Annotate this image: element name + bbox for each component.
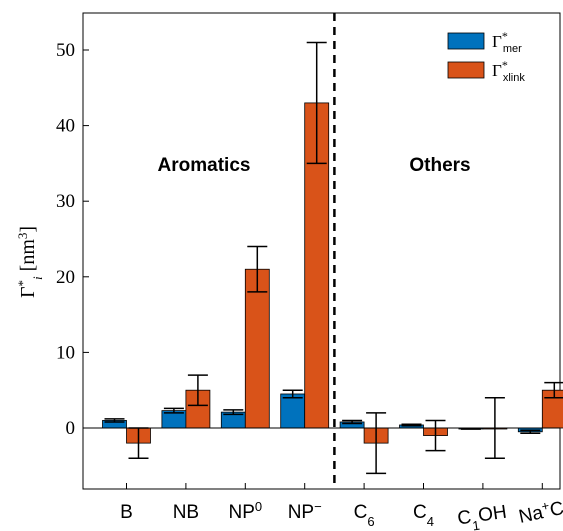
x-tick-label-3: NP− [288, 499, 322, 524]
legend-label-mer: Γ* mer [492, 29, 522, 55]
x-tick-label-6: C1OH [456, 502, 509, 531]
bar-xlink-2 [244, 268, 270, 429]
y-tick-label-0: 0 [66, 418, 76, 439]
x-tick-label-2: NP0 [228, 499, 262, 524]
legend-swatch-xlink [447, 61, 485, 79]
y-axis: 0 10 20 30 40 50 Γ*i [nm3] [15, 40, 560, 439]
x-tick-label-1: NB [173, 502, 199, 523]
x-tick-label-0: B [120, 502, 133, 523]
y-tick-label-40: 40 [56, 116, 75, 137]
group-label-others: Others [409, 155, 470, 176]
legend: Γ* mer Γ* xlink [447, 29, 525, 84]
legend-label-xlink: Γ* xlink [492, 58, 525, 84]
bar-xlink-7 [541, 389, 563, 429]
x-tick-label-7: Na+Cl− [516, 492, 563, 528]
group-label-aromatics: Aromatics [158, 155, 251, 176]
y-tick-label-50: 50 [56, 40, 75, 61]
y-tick-label-30: 30 [56, 191, 75, 212]
x-tick-label-4: C6 [354, 502, 375, 529]
y-tick-label-20: 20 [56, 267, 75, 288]
y-tick-label-10: 10 [56, 342, 75, 363]
legend-swatch-mer [447, 32, 485, 50]
bar-mer-3 [280, 393, 306, 429]
error-bars-layer [104, 41, 563, 475]
annotations-layer: Aromatics Others [158, 13, 471, 489]
y-axis-label: Γ*i [nm3] [15, 226, 45, 298]
x-tick-label-5: C4 [413, 502, 434, 529]
